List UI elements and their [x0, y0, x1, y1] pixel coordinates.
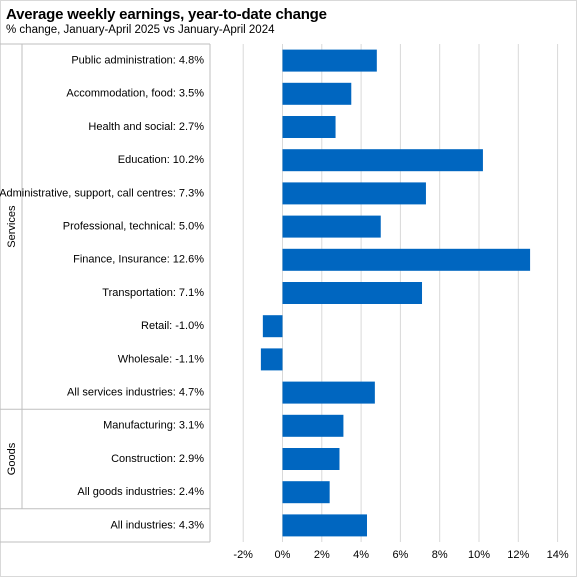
- group-label-services: Services: [6, 205, 18, 248]
- category-label-7: Transportation: 7.1%: [102, 287, 204, 299]
- x-tick-label-3: 4%: [353, 549, 369, 561]
- bar-2: [282, 116, 336, 138]
- category-label-3: Education: 10.2%: [118, 154, 204, 166]
- bar-8: [262, 315, 283, 338]
- category-label-14: All industries: 4.3%: [110, 519, 204, 531]
- category-label-4: Administrative, support, call centres: 7…: [0, 187, 204, 199]
- group-label-goods: Goods: [6, 442, 18, 475]
- x-tick-label-5: 8%: [432, 549, 448, 561]
- category-label-5: Professional, technical: 5.0%: [63, 221, 204, 233]
- bar-11: [282, 414, 344, 437]
- category-label-6: Finance, Insurance: 12.6%: [73, 254, 204, 266]
- x-tick-label-6: 10%: [468, 549, 490, 561]
- chart-subtitle: % change, January-April 2025 vs January-…: [6, 24, 275, 36]
- category-label-2: Health and social: 2.7%: [88, 121, 204, 133]
- bar-12: [282, 448, 340, 470]
- x-tick-label-8: 14%: [547, 549, 569, 561]
- category-label-9: Wholesale: -1.1%: [118, 353, 204, 365]
- category-label-8: Retail: -1.0%: [141, 320, 204, 332]
- bar-5: [282, 215, 381, 238]
- category-label-12: Construction: 2.9%: [111, 453, 204, 465]
- bar-1: [282, 82, 352, 105]
- bar-7: [282, 282, 423, 304]
- category-label-1: Accommodation, food: 3.5%: [66, 88, 204, 100]
- x-tick-label-1: 0%: [275, 549, 291, 561]
- bar-10: [282, 381, 375, 404]
- bar-9: [260, 348, 283, 371]
- bar-0: [282, 49, 377, 72]
- category-label-11: Manufacturing: 3.1%: [103, 420, 204, 432]
- category-label-13: All goods industries: 2.4%: [77, 486, 204, 498]
- x-tick-label-2: 2%: [314, 549, 330, 561]
- category-label-10: All services industries: 4.7%: [67, 387, 204, 399]
- bar-13: [282, 481, 330, 504]
- x-tick-label-4: 6%: [392, 549, 408, 561]
- x-tick-label-0: -2%: [233, 549, 253, 561]
- category-label-0: Public administration: 4.8%: [71, 55, 204, 67]
- bar-6: [282, 248, 531, 271]
- bar-4: [282, 182, 426, 205]
- bar-3: [282, 149, 483, 172]
- x-tick-label-7: 12%: [507, 549, 529, 561]
- bar-14: [282, 514, 367, 537]
- chart-title: Average weekly earnings, year-to-date ch…: [6, 6, 327, 23]
